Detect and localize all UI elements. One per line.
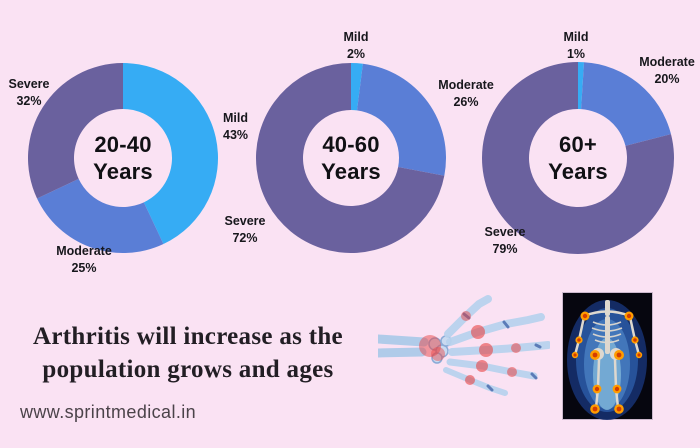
headline-line-1: Arthritis will increase as the [33, 323, 343, 350]
slice-label-value: 43% [223, 128, 249, 142]
slice-label-value: 2% [346, 47, 366, 61]
slice-mild-20-40-years [123, 63, 218, 244]
donut-center-label-40-60-years: 40-60 Years [291, 131, 411, 185]
slice-label-name: Moderate [639, 55, 695, 69]
donut-center-line: Years [93, 159, 153, 184]
slice-label-value: 72% [232, 231, 258, 245]
slice-label-name: Severe [484, 225, 526, 239]
slice-label-mild-60+-years: Mild 1% [531, 29, 621, 63]
slice-moderate-40-60-years [357, 63, 446, 176]
donut-center-line: 40-60 [322, 132, 380, 157]
slice-label-value: 32% [16, 94, 42, 108]
slice-label-name: Mild [343, 30, 369, 44]
slice-label-value: 1% [566, 47, 586, 61]
slice-mild-40-60-years [351, 63, 363, 111]
donut-center-label-60+-years: 60+ Years [518, 131, 638, 185]
slice-label-severe-20-40-years: Severe 32% [0, 76, 64, 110]
slice-label-value: 79% [492, 242, 518, 256]
slice-label-moderate-40-60-years: Moderate 26% [421, 77, 511, 111]
website-url: www.sprintmedical.in [20, 402, 197, 422]
slice-label-moderate-20-40-years: Moderate 25% [39, 243, 129, 277]
headline: Arthritis will increase as the populatio… [2, 320, 374, 386]
slice-label-name: Moderate [438, 78, 494, 92]
slice-moderate-20-40-years [37, 178, 164, 253]
slice-label-severe-40-60-years: Severe 72% [200, 213, 290, 247]
slice-label-name: Moderate [56, 244, 112, 258]
slice-label-moderate-60+-years: Moderate 20% [622, 54, 700, 88]
slice-severe-40-60-years [256, 63, 445, 253]
hand-xray-illustration [378, 295, 550, 396]
slice-label-name: Mild [223, 111, 248, 125]
donut-chart-60+-years [482, 62, 674, 254]
donut-chart-20-40-years [28, 63, 218, 253]
slice-severe-20-40-years [28, 63, 123, 199]
slice-severe-60+-years [482, 62, 674, 254]
slice-label-name: Severe [8, 77, 50, 91]
donut-center-line: 20-40 [94, 132, 152, 157]
donut-chart-40-60-years [256, 63, 446, 253]
slice-label-mild-40-60-years: Mild 2% [311, 29, 401, 63]
slice-label-value: 25% [71, 261, 97, 275]
slice-mild-60+-years [578, 62, 585, 110]
donut-center-line: 60+ [559, 132, 597, 157]
donut-center-line: Years [548, 159, 608, 184]
slice-label-value: 20% [654, 72, 680, 86]
slice-label-mild-20-40-years: Mild 43% [223, 110, 293, 144]
slice-label-name: Mild [563, 30, 589, 44]
headline-line-2: population grows and ages [42, 356, 334, 383]
slice-label-name: Severe [224, 214, 266, 228]
skeleton-scan-illustration [562, 292, 653, 420]
slice-label-value: 26% [453, 95, 479, 109]
donut-center-label-20-40-years: 20-40 Years [63, 131, 183, 185]
slice-moderate-60+-years [581, 62, 671, 146]
donut-center-line: Years [321, 159, 381, 184]
slice-label-severe-60+-years: Severe 79% [460, 224, 550, 258]
